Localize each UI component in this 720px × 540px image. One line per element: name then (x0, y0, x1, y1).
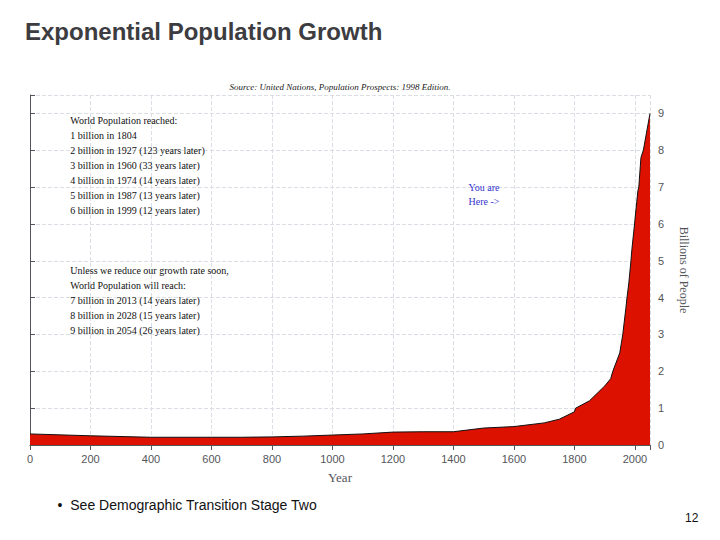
svg-text:400: 400 (142, 453, 160, 465)
svg-text:2: 2 (658, 365, 664, 377)
svg-text:12: 12 (685, 511, 699, 525)
svg-text:1200: 1200 (381, 453, 405, 465)
svg-text:Year: Year (328, 470, 353, 485)
svg-text:World Population reached:: World Population reached: (70, 115, 177, 126)
svg-text:Billions of People: Billions of People (677, 227, 691, 314)
svg-text:Unless we reduce our growth ra: Unless we reduce our growth rate soon, (70, 265, 229, 276)
svg-text:8: 8 (658, 144, 664, 156)
svg-text:1000: 1000 (320, 453, 344, 465)
svg-text:You are: You are (469, 182, 500, 193)
svg-text:8 billion in 2028 (15 years la: 8 billion in 2028 (15 years later) (70, 310, 199, 322)
svg-text:Source: United Nations, Popula: Source: United Nations, Population Prosp… (230, 82, 451, 92)
svg-text:5: 5 (658, 255, 664, 267)
svg-text:800: 800 (263, 453, 281, 465)
svg-text:4: 4 (658, 292, 664, 304)
svg-text:600: 600 (202, 453, 220, 465)
svg-text:Here ->: Here -> (469, 196, 500, 207)
svg-text:1: 1 (658, 402, 664, 414)
svg-text:6: 6 (658, 218, 664, 230)
svg-text:1800: 1800 (562, 453, 586, 465)
svg-text:6 billion in 1999 (12 years la: 6 billion in 1999 (12 years later) (70, 205, 199, 217)
svg-text:1600: 1600 (502, 453, 526, 465)
svg-text:3 billion in 1960 (33 years la: 3 billion in 1960 (33 years later) (70, 160, 199, 172)
svg-text:0: 0 (27, 453, 33, 465)
svg-text:Exponential Population Growth: Exponential Population Growth (25, 18, 382, 45)
svg-text:0: 0 (658, 439, 664, 451)
svg-text:1400: 1400 (441, 453, 465, 465)
svg-text:5 billion in 1987 (13 years la: 5 billion in 1987 (13 years later) (70, 190, 199, 202)
svg-text:200: 200 (81, 453, 99, 465)
svg-text:4 billion in 1974 (14 years la: 4 billion in 1974 (14 years later) (70, 175, 199, 187)
svg-text:3: 3 (658, 328, 664, 340)
svg-text:9: 9 (658, 107, 664, 119)
svg-text:9 billion in 2054 (26 years la: 9 billion in 2054 (26 years later) (70, 325, 199, 337)
svg-text:2000: 2000 (623, 453, 647, 465)
svg-text:2 billion in 1927 (123 years l: 2 billion in 1927 (123 years later) (70, 145, 204, 157)
svg-text:• See Demographic Transition: • See Demographic Transition Stage Two (58, 497, 317, 513)
svg-text:1 billion in 1804: 1 billion in 1804 (70, 130, 136, 141)
svg-text:7: 7 (658, 181, 664, 193)
svg-text:7 billion in 2013 (14 years la: 7 billion in 2013 (14 years later) (70, 295, 199, 307)
svg-text:World Population will reach:: World Population will reach: (70, 280, 186, 291)
